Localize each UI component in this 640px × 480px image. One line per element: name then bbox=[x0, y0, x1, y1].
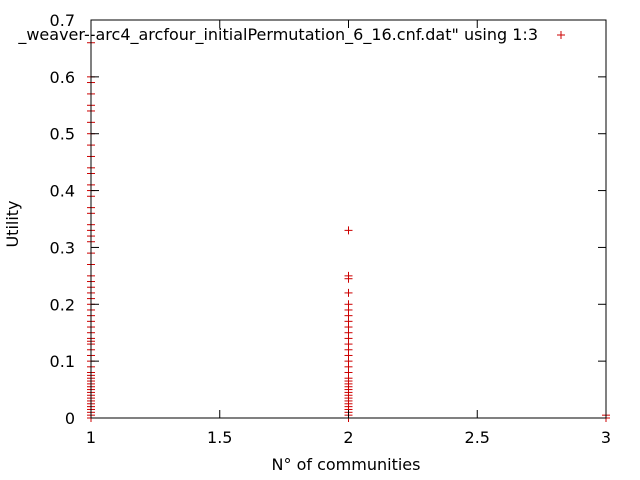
data-point bbox=[344, 271, 353, 280]
x-tick-label: 1 bbox=[86, 428, 96, 447]
data-point bbox=[344, 288, 353, 297]
y-tick-label: 0.3 bbox=[50, 238, 75, 257]
y-axis-label: Utility bbox=[3, 200, 22, 247]
y-tick-label: 0.5 bbox=[50, 125, 75, 144]
legend-marker bbox=[557, 31, 565, 39]
legend-label: _weaver--arc4_arcfour_initialPermutation… bbox=[17, 25, 538, 45]
y-tick-label: 0.1 bbox=[50, 352, 75, 371]
y-tick-label: 0.7 bbox=[50, 11, 75, 30]
y-tick-label: 0 bbox=[65, 409, 75, 428]
y-tick-label: 0.2 bbox=[50, 295, 75, 314]
legend-marker-plus bbox=[557, 31, 565, 39]
x-tick-label: 3 bbox=[601, 428, 611, 447]
x-tick-label: 2 bbox=[343, 428, 353, 447]
y-tick-label: 0.4 bbox=[50, 182, 75, 201]
y-tick-label: 0.6 bbox=[50, 68, 75, 87]
data-point bbox=[344, 226, 353, 235]
axes bbox=[90, 19, 607, 419]
x-tick-label: 1.5 bbox=[207, 428, 232, 447]
x-tick-label: 2.5 bbox=[465, 428, 490, 447]
legend: _weaver--arc4_arcfour_initialPermutation… bbox=[17, 25, 565, 45]
tick-labels: 1 1.5 2 2.5 3 0 0.1 0.2 0.3 0.4 0.5 0.6 0.7 bbox=[50, 11, 612, 447]
data-point bbox=[344, 300, 353, 309]
x-axis-label: N° of communities bbox=[272, 455, 421, 474]
